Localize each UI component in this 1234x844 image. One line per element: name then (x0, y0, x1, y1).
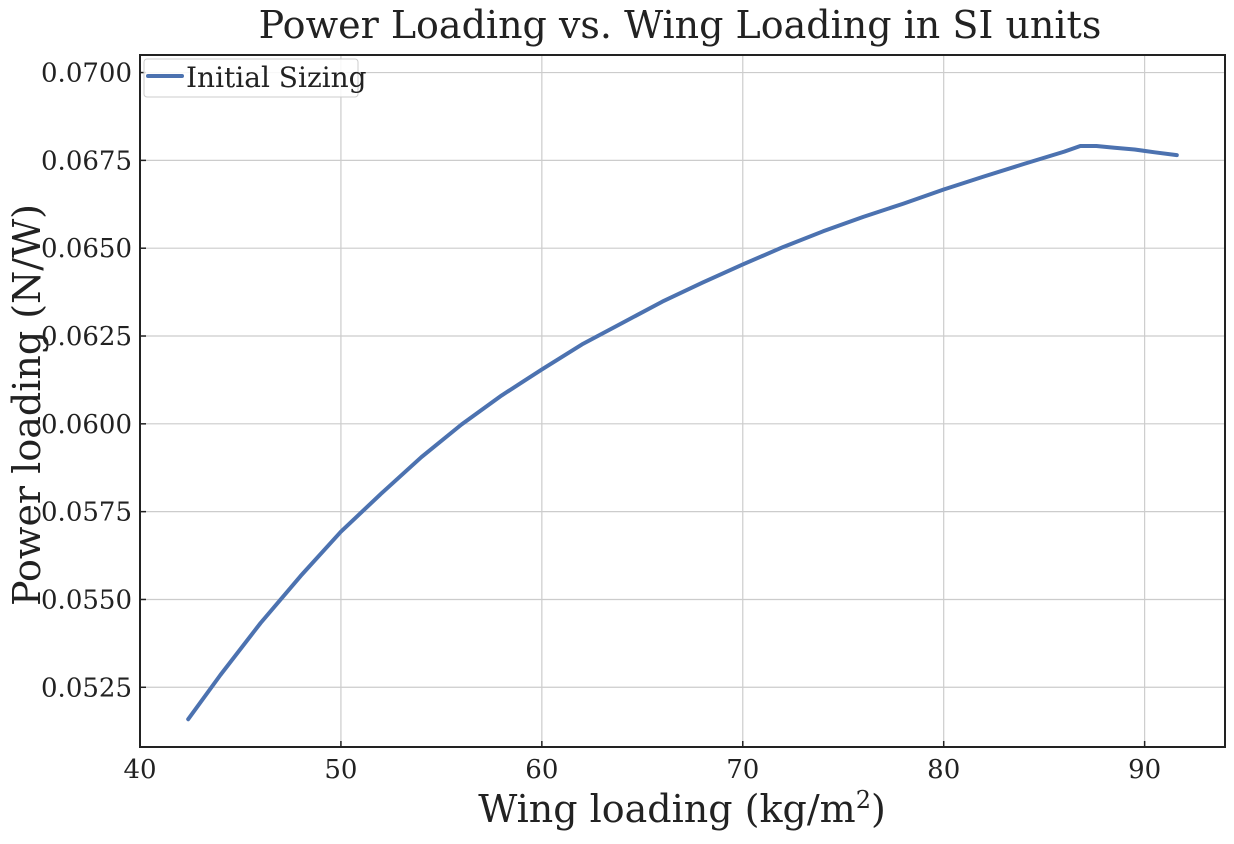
y-tick-label: 0.0550 (41, 585, 132, 615)
x-tick-label: 40 (123, 755, 156, 785)
y-tick-label: 0.0575 (41, 498, 132, 528)
x-tick-label: 70 (726, 755, 759, 785)
legend-label-initial-sizing: Initial Sizing (186, 61, 367, 94)
x-axis-label-close: ) (871, 787, 886, 831)
x-tick-label: 90 (1128, 755, 1161, 785)
x-tick-label: 50 (324, 755, 357, 785)
series-line-initial-sizing (186, 144, 1179, 722)
legend-box (143, 58, 359, 98)
y-tick-label: 0.0650 (41, 234, 132, 264)
y-tick-label: 0.0525 (41, 673, 132, 703)
series-layer (186, 144, 1179, 722)
x-tick-label: 60 (525, 755, 558, 785)
plot-frame (139, 54, 1226, 748)
x-tick-label: 80 (927, 755, 960, 785)
ticks: 40 50 60 70 80 90 0.0525 0.0550 0.0575 0.0600 0.06… (41, 59, 1161, 785)
grid (139, 55, 1225, 747)
chart-title: Power Loading vs. Wing Loading in SI uni… (259, 3, 1102, 47)
y-tick-label: 0.0625 (41, 322, 132, 352)
x-axis-label-superscript: 2 (856, 786, 871, 814)
legend: Initial Sizing (143, 58, 367, 98)
y-tick-label: 0.0675 (41, 146, 132, 176)
x-axis-label: Wing loading (kg/m2) (478, 786, 886, 831)
y-axis-label: Power loading (N/W) (5, 204, 49, 606)
y-tick-label: 0.0600 (41, 410, 132, 440)
x-axis-label-text: Wing loading (kg/m (478, 787, 855, 831)
y-tick-label: 0.0700 (41, 59, 132, 89)
